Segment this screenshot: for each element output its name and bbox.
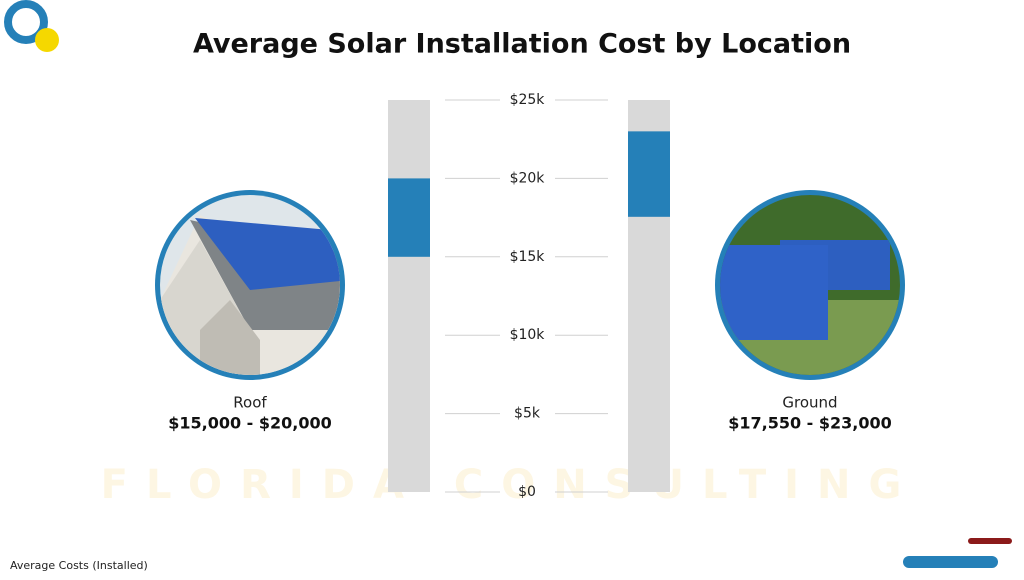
- value-label: $15,000 - $20,000: [168, 414, 332, 433]
- category-label: Roof: [233, 394, 267, 412]
- decor-bar: [968, 538, 1012, 544]
- category-label: Ground: [782, 394, 837, 412]
- y-tick-label: $5k: [514, 406, 541, 422]
- track: [388, 100, 430, 492]
- y-tick-label: $20k: [510, 170, 546, 186]
- decor-bar: [903, 556, 998, 568]
- y-tick-label: $15k: [510, 249, 546, 265]
- roof-photo: [155, 190, 345, 380]
- chart-title: Average Solar Installation Cost by Locat…: [193, 29, 851, 60]
- y-tick-label: $10k: [510, 327, 546, 343]
- ground-photo: [715, 190, 905, 380]
- y-tick-label: $25k: [510, 92, 546, 108]
- footnote: Average Costs (Installed): [10, 559, 148, 572]
- range-bar: [628, 131, 670, 217]
- y-tick-label: $0: [518, 484, 536, 500]
- logo-dot: [35, 28, 59, 52]
- value-label: $17,550 - $23,000: [728, 414, 892, 433]
- range-bar: [388, 178, 430, 257]
- watermark: FLORIDA CONSULTING: [101, 462, 920, 508]
- logo-ring: [4, 0, 48, 44]
